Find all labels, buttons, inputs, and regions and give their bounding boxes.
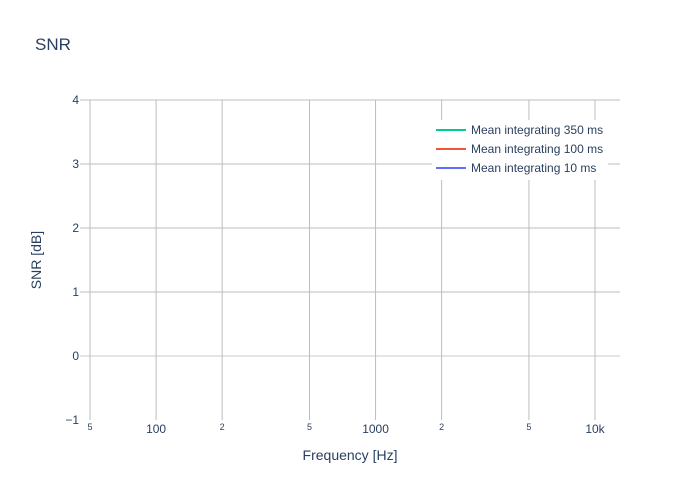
y-tick-label: 1 xyxy=(72,285,79,299)
y-tick-label: 2 xyxy=(72,221,79,235)
y-tick-label: 0 xyxy=(72,349,79,363)
legend-item[interactable]: Mean integrating 10 ms xyxy=(436,161,596,175)
x-tick-label: 1000 xyxy=(362,422,389,436)
y-axis-ticks: −1 0 1 2 3 4 xyxy=(65,93,79,427)
y-axis-label: SNR [dB] xyxy=(28,231,44,289)
legend-label: Mean integrating 350 ms xyxy=(471,123,603,137)
x-tick-label: 100 xyxy=(146,422,166,436)
x-minor-tick-label: 5 xyxy=(88,422,93,432)
y-tick-label: 4 xyxy=(72,93,79,107)
legend-label: Mean integrating 100 ms xyxy=(471,142,603,156)
x-minor-tick-label: 2 xyxy=(439,422,444,432)
x-minor-tick-label: 5 xyxy=(307,422,312,432)
y-tick-label: 3 xyxy=(72,157,79,171)
x-tick-label: 10k xyxy=(585,422,605,436)
legend-item[interactable]: Mean integrating 100 ms xyxy=(436,142,603,156)
x-axis-label: Frequency [Hz] xyxy=(303,447,398,463)
legend-item[interactable]: Mean integrating 350 ms xyxy=(436,123,603,137)
legend[interactable]: Mean integrating 350 ms Mean integrating … xyxy=(432,120,608,180)
x-minor-tick-label: 2 xyxy=(220,422,225,432)
chart-title: SNR xyxy=(35,35,71,54)
legend-label: Mean integrating 10 ms xyxy=(471,161,596,175)
y-tick-label: −1 xyxy=(65,413,79,427)
x-axis-ticks: 5 100 2 5 1000 2 5 10k xyxy=(88,422,606,436)
x-minor-tick-label: 5 xyxy=(526,422,531,432)
